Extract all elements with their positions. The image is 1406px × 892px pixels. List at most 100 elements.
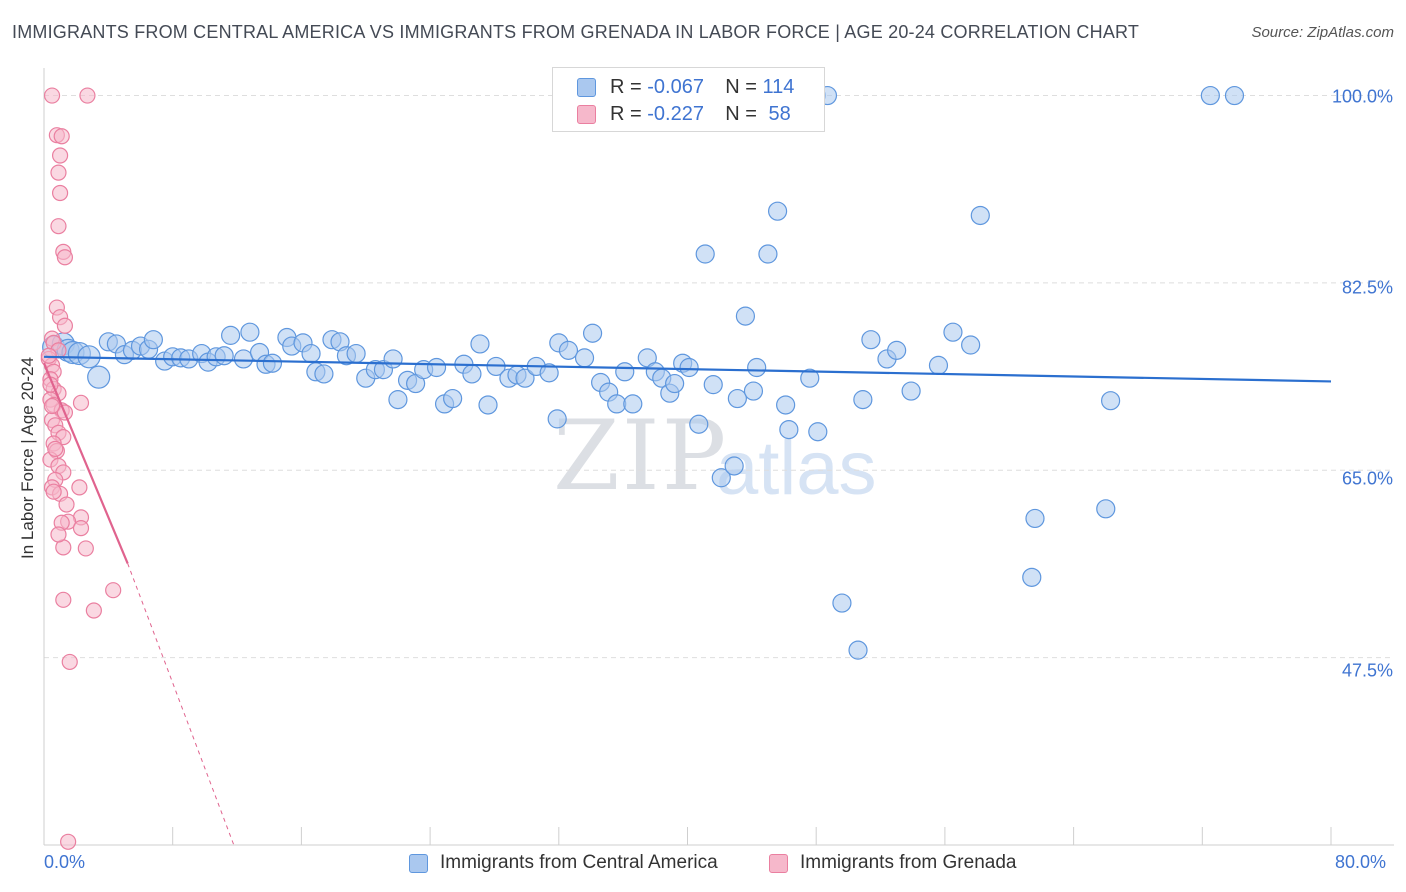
central-america-point-102 bbox=[1022, 567, 1042, 587]
central-america-point-101 bbox=[970, 205, 990, 226]
y-tick-label-65: 65.0% bbox=[1341, 468, 1393, 489]
blue-swatch bbox=[409, 853, 428, 873]
central-america-point-66 bbox=[607, 394, 627, 414]
grenada-point-46 bbox=[77, 540, 94, 557]
grenada-point-56 bbox=[45, 483, 62, 500]
grenada-point-40 bbox=[58, 496, 75, 513]
central-america-point-27 bbox=[262, 353, 283, 373]
central-america-point-23 bbox=[233, 349, 254, 369]
central-america-point-24 bbox=[240, 322, 260, 342]
grenada-point-9 bbox=[56, 249, 74, 266]
legend-row-grenada: R = -0.227 N = 58 bbox=[577, 102, 791, 126]
central-america-point-59 bbox=[547, 409, 567, 429]
central-america-point-62 bbox=[574, 348, 595, 368]
grenada-point-1 bbox=[79, 87, 96, 104]
grenada-point-44 bbox=[72, 519, 90, 537]
central-america-point-82 bbox=[735, 306, 756, 326]
y-tick-label-100: 100.0% bbox=[1331, 86, 1393, 107]
central-america-point-75 bbox=[679, 357, 699, 378]
central-america-point-106 bbox=[1200, 85, 1220, 106]
y-axis-label: In Labor Force | Age 20-24 bbox=[18, 357, 37, 559]
central-america-point-58 bbox=[539, 363, 559, 383]
central-america-point-103 bbox=[1025, 508, 1045, 529]
central-america-point-105 bbox=[1101, 391, 1121, 411]
central-america-point-33 bbox=[314, 364, 334, 384]
grenada-point-57 bbox=[50, 526, 67, 543]
central-america-point-96 bbox=[887, 340, 907, 360]
r-value-grenada: -0.227 bbox=[647, 102, 704, 125]
grenada-point-54 bbox=[43, 397, 61, 415]
central-america-point-6 bbox=[87, 365, 111, 389]
n-label: N = bbox=[725, 102, 757, 125]
central-america-point-85 bbox=[758, 244, 778, 264]
central-america-point-104 bbox=[1096, 499, 1116, 519]
r-value-central-america: -0.067 bbox=[647, 75, 704, 98]
central-america-point-56 bbox=[515, 368, 535, 388]
axes bbox=[43, 68, 1394, 846]
legend-row-central-america: R = -0.067 N = 114 bbox=[577, 75, 794, 99]
y-tick-label-82-5: 82.5% bbox=[1341, 277, 1393, 298]
central-america-point-37 bbox=[346, 343, 366, 364]
data-points bbox=[40, 85, 1245, 850]
central-america-point-81 bbox=[727, 388, 747, 409]
central-america-point-98 bbox=[928, 355, 949, 375]
central-america-point-46 bbox=[426, 357, 447, 378]
central-america-point-52 bbox=[478, 395, 498, 415]
central-america-point-80 bbox=[724, 456, 744, 476]
central-america-point-78 bbox=[703, 375, 723, 395]
gridlines bbox=[44, 95, 1394, 659]
trend-lines bbox=[42, 355, 1332, 564]
central-america-point-42 bbox=[388, 390, 408, 410]
central-america-point-90 bbox=[808, 422, 828, 442]
n-value-grenada: 58 bbox=[768, 102, 791, 125]
trend-line-1 bbox=[42, 362, 129, 564]
central-america-point-84 bbox=[747, 357, 767, 378]
central-america-point-73 bbox=[665, 373, 685, 394]
central-america-point-97 bbox=[901, 381, 921, 401]
chart-title: IMMIGRANTS FROM CENTRAL AMERICA VS IMMIG… bbox=[12, 22, 1140, 42]
grenada-point-38 bbox=[71, 479, 88, 496]
grenada-point-3 bbox=[53, 128, 70, 145]
central-america-point-31 bbox=[301, 343, 321, 364]
central-america-point-91 bbox=[832, 593, 852, 613]
central-america-point-94 bbox=[861, 330, 881, 350]
central-america-point-87 bbox=[776, 395, 796, 415]
central-america-point-83 bbox=[743, 381, 764, 401]
trend-line-0 bbox=[43, 355, 1332, 383]
central-america-point-61 bbox=[558, 340, 579, 360]
central-america-point-100 bbox=[961, 335, 981, 355]
grenada-point-7 bbox=[50, 218, 67, 235]
grenada-point-4 bbox=[51, 147, 69, 164]
central-america-point-107 bbox=[1224, 85, 1245, 106]
grenada-point-5 bbox=[50, 164, 67, 181]
central-america-point-48 bbox=[443, 388, 463, 409]
r-label: R = bbox=[610, 102, 642, 125]
central-america-point-76 bbox=[689, 414, 709, 434]
grenada-point-51 bbox=[60, 833, 77, 850]
central-america-point-77 bbox=[695, 244, 715, 264]
central-america-point-92 bbox=[848, 640, 868, 660]
grenada-point-55 bbox=[47, 440, 64, 457]
central-america-point-21 bbox=[214, 346, 234, 366]
n-value-central-america: 114 bbox=[762, 75, 795, 98]
grenada-point-52 bbox=[40, 347, 57, 364]
grenada-point-39 bbox=[72, 394, 90, 411]
grenada-point-48 bbox=[55, 591, 72, 608]
central-america-point-67 bbox=[615, 362, 635, 382]
central-america-point-41 bbox=[383, 349, 403, 369]
central-america-point-86 bbox=[767, 201, 788, 221]
grenada-point-0 bbox=[43, 87, 61, 104]
central-america-point-22 bbox=[221, 325, 241, 345]
source-label: Source: ZipAtlas.com bbox=[1251, 24, 1394, 41]
trend-extension-1 bbox=[127, 563, 235, 846]
correlation-legend: R = -0.067 N = 114 R = -0.227 N = 58 bbox=[552, 67, 825, 132]
grenada-point-12 bbox=[56, 317, 74, 334]
n-label: N = bbox=[725, 75, 757, 98]
grenada-point-6 bbox=[51, 184, 69, 202]
legend-label-central-america: Immigrants from Central America bbox=[440, 852, 718, 873]
grenada-point-50 bbox=[61, 653, 78, 671]
pink-swatch bbox=[577, 104, 596, 124]
central-america-point-13 bbox=[143, 330, 163, 350]
r-label: R = bbox=[610, 75, 642, 98]
